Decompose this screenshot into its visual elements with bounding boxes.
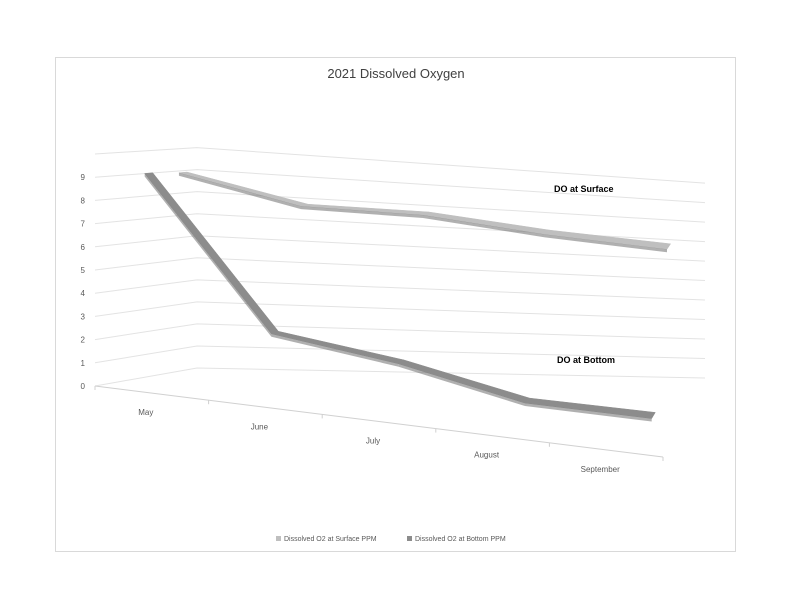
axes: 0 1 2 3 4 5 6 7 8 9 May June July August September bbox=[81, 173, 664, 474]
ribbon-segment bbox=[422, 211, 551, 235]
ribbon-edge bbox=[178, 172, 301, 210]
chart-frame bbox=[55, 57, 736, 552]
gridline bbox=[94, 345, 706, 364]
y-tick-label: 8 bbox=[81, 196, 86, 205]
ribbon-segment bbox=[178, 171, 309, 207]
y-tick-label: 1 bbox=[81, 359, 86, 368]
legend-label-surface: Dissolved O2 at Surface PPM bbox=[284, 536, 377, 543]
ribbon-edge bbox=[398, 363, 525, 407]
ribbon-edge bbox=[271, 333, 399, 367]
gridline bbox=[94, 191, 706, 223]
gridline-top bbox=[94, 147, 706, 184]
legend-swatch-surface bbox=[276, 536, 281, 541]
gridline bbox=[94, 257, 706, 282]
series-0 bbox=[178, 171, 672, 253]
ribbon-segment bbox=[397, 359, 531, 404]
x-axis-line bbox=[94, 385, 664, 458]
legend-swatch-bottom bbox=[407, 536, 412, 541]
x-tick-label: May bbox=[138, 408, 153, 417]
x-tick-label: August bbox=[474, 451, 500, 460]
y-tick-label: 3 bbox=[81, 312, 86, 321]
gridline bbox=[94, 279, 706, 301]
gridline bbox=[94, 169, 706, 204]
annotation-surface: DO at Surface bbox=[554, 184, 614, 194]
ribbon-segment bbox=[544, 229, 672, 250]
x-tick-label: September bbox=[581, 465, 620, 474]
ribbon-edge bbox=[300, 206, 423, 219]
annotation-bottom: DO at Bottom bbox=[557, 355, 615, 365]
gridline bbox=[94, 367, 706, 387]
ribbon-edge bbox=[544, 234, 667, 253]
chart-title: 2021 Dissolved Oxygen bbox=[327, 66, 464, 81]
series-ribbons bbox=[144, 171, 672, 422]
y-tick-label: 2 bbox=[81, 336, 86, 345]
ribbon-edge bbox=[422, 215, 545, 238]
ribbon-segment bbox=[270, 331, 405, 364]
y-tick-label: 7 bbox=[81, 220, 86, 229]
series-1 bbox=[144, 172, 656, 422]
y-tick-label: 6 bbox=[81, 243, 86, 252]
ribbon-edge bbox=[144, 173, 272, 337]
y-tick-label: 5 bbox=[81, 266, 86, 275]
ribbon-edge bbox=[524, 403, 652, 422]
gridline bbox=[94, 301, 706, 321]
y-tick-label: 4 bbox=[81, 289, 86, 298]
x-tick-label: July bbox=[366, 437, 380, 446]
legend: Dissolved O2 at Surface PPM Dissolved O2… bbox=[276, 536, 506, 543]
legend-label-bottom: Dissolved O2 at Bottom PPM bbox=[415, 536, 506, 543]
y-tick-label: 9 bbox=[81, 173, 86, 182]
gridline bbox=[94, 323, 706, 341]
x-tick-label: June bbox=[251, 422, 269, 431]
y-tick-label: 0 bbox=[81, 382, 86, 391]
gridlines bbox=[94, 147, 706, 387]
